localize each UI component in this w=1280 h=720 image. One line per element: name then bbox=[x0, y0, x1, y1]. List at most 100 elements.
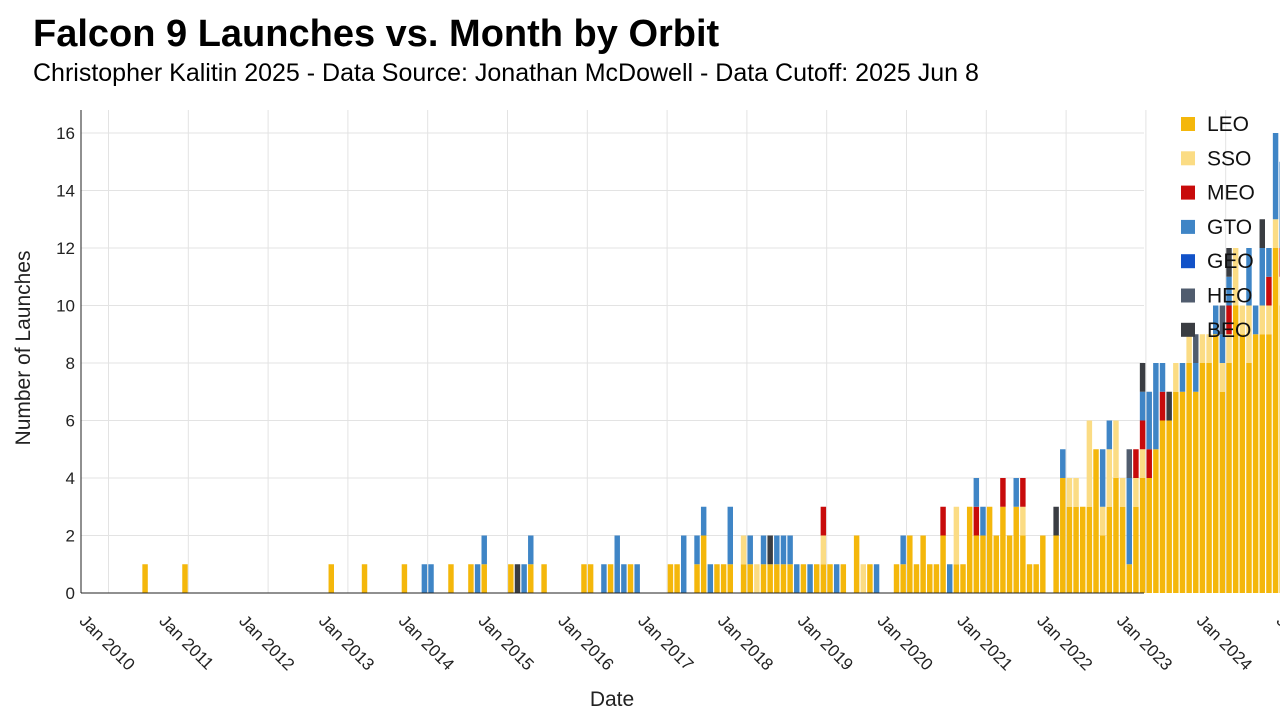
bar-gto bbox=[528, 535, 534, 565]
bar-leo bbox=[1113, 478, 1119, 593]
bar-gto bbox=[700, 506, 707, 536]
bar-leo bbox=[528, 564, 534, 593]
bar-gto bbox=[727, 506, 733, 565]
bar-leo bbox=[1153, 449, 1159, 593]
bar-leo bbox=[627, 564, 634, 593]
bar-leo bbox=[1166, 420, 1172, 593]
bar-leo bbox=[853, 535, 860, 593]
chart-title: Falcon 9 Launches vs. Month by Orbit bbox=[33, 13, 720, 55]
bar-beo bbox=[767, 535, 773, 565]
bar-leo bbox=[607, 564, 614, 593]
legend-swatch-meo bbox=[1181, 185, 1195, 200]
bar-leo bbox=[1226, 363, 1232, 593]
bar-leo bbox=[448, 564, 454, 593]
bar-leo bbox=[1133, 506, 1139, 593]
bar-sso bbox=[1226, 334, 1232, 363]
y-tick-label: 12 bbox=[56, 239, 75, 258]
bar-leo bbox=[1186, 363, 1192, 593]
bar-leo bbox=[581, 564, 587, 593]
bar-leo bbox=[468, 564, 474, 593]
x-tick-label: Jan 2012 bbox=[235, 611, 298, 674]
x-tick-label: Jan 2016 bbox=[554, 611, 617, 674]
bar-gto bbox=[873, 564, 880, 593]
bar-gto bbox=[1139, 391, 1146, 421]
bar-heo bbox=[1219, 305, 1226, 335]
bar-gto bbox=[780, 535, 787, 565]
bar-leo bbox=[1232, 305, 1239, 593]
bar-leo bbox=[960, 564, 966, 593]
bar-leo bbox=[1040, 535, 1046, 593]
bar-beo bbox=[1053, 506, 1059, 536]
x-tick-label: Jan 2010 bbox=[76, 611, 139, 674]
bar-sso bbox=[1133, 478, 1139, 507]
bar-gto bbox=[1060, 449, 1066, 478]
bar-gto bbox=[601, 564, 607, 593]
bar-leo bbox=[1126, 564, 1132, 593]
bar-leo bbox=[1246, 363, 1252, 593]
bar-sso bbox=[1073, 478, 1079, 507]
bar-leo bbox=[182, 564, 188, 593]
bar-leo bbox=[714, 564, 720, 593]
bar-leo bbox=[1000, 506, 1006, 593]
bar-leo bbox=[1006, 535, 1013, 593]
legend-label-sso: SSO bbox=[1207, 147, 1251, 170]
legend-label-meo: MEO bbox=[1207, 182, 1255, 205]
bar-leo bbox=[933, 564, 940, 593]
legend-label-leo: LEO bbox=[1207, 113, 1249, 136]
bar-gto bbox=[1099, 449, 1106, 507]
bar-gto bbox=[428, 564, 434, 593]
bar-sso bbox=[1219, 363, 1226, 392]
bar-leo bbox=[1146, 478, 1152, 593]
bar-leo bbox=[980, 535, 986, 593]
bar-leo bbox=[1053, 535, 1059, 593]
bar-meo bbox=[1266, 276, 1272, 306]
bar-leo bbox=[1020, 535, 1026, 593]
bar-leo bbox=[1099, 535, 1106, 593]
bar-leo bbox=[940, 535, 946, 593]
bar-leo bbox=[481, 564, 487, 593]
bar-sso bbox=[1066, 478, 1073, 507]
bar-leo bbox=[1013, 506, 1019, 593]
bar-leo bbox=[1252, 334, 1259, 593]
bar-leo bbox=[727, 564, 733, 593]
bar-sso bbox=[1259, 305, 1265, 335]
x-tick-label: Jan 2021 bbox=[953, 611, 1016, 674]
bar-gto bbox=[707, 564, 714, 593]
bar-leo bbox=[1159, 420, 1166, 593]
bar-leo bbox=[1060, 478, 1066, 593]
bar-meo bbox=[1133, 449, 1139, 478]
bar-meo bbox=[1000, 478, 1006, 507]
bar-gto bbox=[614, 535, 620, 593]
bar-leo bbox=[1173, 391, 1179, 593]
bar-leo bbox=[800, 564, 807, 593]
bar-sso bbox=[860, 564, 866, 593]
bar-leo bbox=[1139, 478, 1146, 593]
bar-leo bbox=[907, 535, 913, 593]
legend-swatch-heo bbox=[1181, 288, 1195, 303]
bar-leo bbox=[1259, 334, 1265, 593]
legend-swatch-geo bbox=[1181, 254, 1195, 269]
bar-gto bbox=[833, 564, 840, 593]
x-tick-label: Jan 2011 bbox=[155, 611, 217, 673]
bar-gto bbox=[621, 564, 627, 593]
bar-sso bbox=[1106, 449, 1113, 507]
bar-beo bbox=[1139, 363, 1146, 392]
bar-gto bbox=[1126, 478, 1132, 565]
bar-leo bbox=[867, 564, 873, 593]
grid-layer bbox=[81, 110, 1227, 594]
legend-swatch-sso bbox=[1181, 151, 1195, 166]
bar-sso bbox=[1139, 449, 1146, 478]
bar-sso bbox=[1186, 334, 1192, 363]
bar-gto bbox=[900, 535, 906, 565]
bar-leo bbox=[1093, 449, 1099, 593]
bar-leo bbox=[508, 564, 514, 593]
bar-leo bbox=[1239, 334, 1246, 593]
bar-sso bbox=[1086, 420, 1093, 507]
legend-swatch-leo bbox=[1181, 117, 1195, 131]
bar-gto bbox=[521, 564, 527, 593]
bar-leo bbox=[747, 564, 753, 593]
bar-leo bbox=[1066, 506, 1073, 593]
bar-leo bbox=[920, 535, 926, 593]
bar-beo bbox=[1226, 248, 1232, 277]
bar-leo bbox=[1206, 363, 1212, 593]
